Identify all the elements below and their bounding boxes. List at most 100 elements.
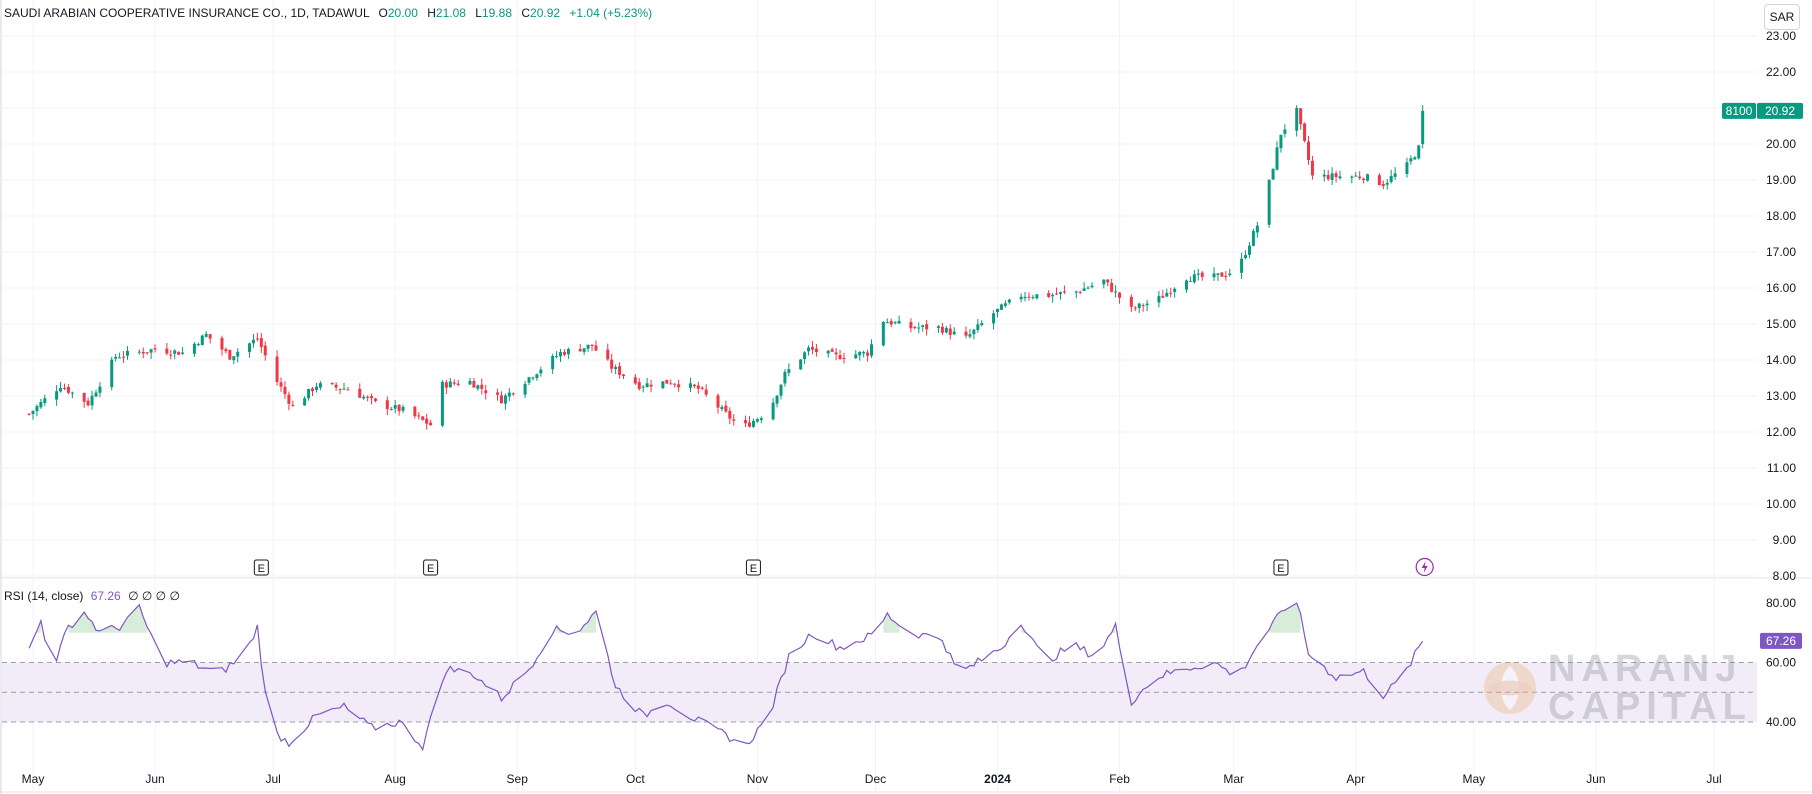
candle-body[interactable] <box>1271 168 1275 180</box>
candle-body[interactable] <box>1200 272 1204 277</box>
candle-body[interactable] <box>968 334 972 337</box>
candle-body[interactable] <box>251 339 255 344</box>
candle-body[interactable] <box>263 345 267 356</box>
candle-body[interactable] <box>1228 273 1232 275</box>
candle-body[interactable] <box>1303 123 1307 141</box>
candle-body[interactable] <box>279 382 283 387</box>
candle-body[interactable] <box>936 326 940 329</box>
candle-body[interactable] <box>992 313 996 324</box>
candle-body[interactable] <box>972 329 976 335</box>
candle-body[interactable] <box>1358 176 1362 179</box>
candle-body[interactable] <box>700 387 704 389</box>
candle-body[interactable] <box>145 352 149 354</box>
candle-body[interactable] <box>1244 255 1248 258</box>
candle-body[interactable] <box>787 369 791 373</box>
candle-body[interactable] <box>1330 173 1334 181</box>
candle-body[interactable] <box>582 348 586 352</box>
candle-body[interactable] <box>192 343 196 354</box>
candle-body[interactable] <box>1003 303 1007 306</box>
candle-body[interactable] <box>606 349 610 360</box>
candle-body[interactable] <box>1322 174 1326 177</box>
candle-body[interactable] <box>177 351 181 355</box>
candle-body[interactable] <box>803 352 807 360</box>
candle-body[interactable] <box>779 384 783 396</box>
candle-body[interactable] <box>669 383 673 385</box>
candle-body[interactable] <box>724 405 728 412</box>
candle-body[interactable] <box>999 304 1003 310</box>
candle-body[interactable] <box>976 324 980 330</box>
candle-body[interactable] <box>893 322 897 324</box>
candle-body[interactable] <box>728 410 732 419</box>
candle-body[interactable] <box>578 349 582 352</box>
candle-body[interactable] <box>566 348 570 355</box>
candle-body[interactable] <box>507 392 511 397</box>
candle-body[interactable] <box>1047 292 1051 297</box>
candle-body[interactable] <box>688 383 692 388</box>
candle-body[interactable] <box>358 388 362 398</box>
candle-body[interactable] <box>1247 245 1251 255</box>
candle-body[interactable] <box>373 398 377 401</box>
candle-body[interactable] <box>944 327 948 333</box>
candle-body[interactable] <box>287 394 291 404</box>
candle-body[interactable] <box>181 352 185 354</box>
candle-body[interactable] <box>610 359 614 369</box>
candle-body[interactable] <box>1062 291 1066 293</box>
candle-body[interactable] <box>110 359 114 388</box>
candle-body[interactable] <box>925 324 929 330</box>
candle-body[interactable] <box>1279 134 1283 149</box>
candle-body[interactable] <box>799 359 803 370</box>
candle-body[interactable] <box>1055 293 1059 295</box>
candle-body[interactable] <box>393 405 397 409</box>
candle-body[interactable] <box>448 381 452 388</box>
candle-body[interactable] <box>940 326 944 333</box>
candle-body[interactable] <box>716 395 720 408</box>
candle-body[interactable] <box>1299 108 1303 125</box>
candle-body[interactable] <box>1173 288 1177 292</box>
candle-body[interactable] <box>1220 272 1224 277</box>
candle-body[interactable] <box>1385 182 1389 185</box>
candle-body[interactable] <box>456 383 460 385</box>
candle-body[interactable] <box>862 351 866 354</box>
candle-body[interactable] <box>232 356 236 361</box>
candle-body[interactable] <box>1102 279 1106 285</box>
candle-body[interactable] <box>1421 110 1425 144</box>
candle-body[interactable] <box>1393 173 1397 177</box>
candle-body[interactable] <box>535 374 539 379</box>
lightning-event-icon[interactable] <box>1415 557 1434 577</box>
candle-body[interactable] <box>366 396 370 398</box>
candle-body[interactable] <box>59 388 63 392</box>
candle-body[interactable] <box>527 377 531 383</box>
candle-body[interactable] <box>468 380 472 385</box>
candle-body[interactable] <box>834 352 838 355</box>
candle-body[interactable] <box>1165 292 1169 297</box>
candle-body[interactable] <box>275 356 279 383</box>
candle-body[interactable] <box>98 386 102 393</box>
candle-body[interactable] <box>35 406 39 412</box>
candle-body[interactable] <box>1110 283 1114 292</box>
candle-body[interactable] <box>1196 273 1200 275</box>
candle-body[interactable] <box>496 392 500 395</box>
candle-body[interactable] <box>503 395 507 404</box>
candle-body[interactable] <box>964 331 968 336</box>
candle-body[interactable] <box>1240 258 1244 273</box>
candle-body[interactable] <box>1031 297 1035 299</box>
candle-body[interactable] <box>1417 145 1421 159</box>
candle-body[interactable] <box>744 420 748 424</box>
candle-body[interactable] <box>1216 273 1220 275</box>
candle-body[interactable] <box>1212 273 1216 278</box>
candle-body[interactable] <box>1118 292 1122 298</box>
candle-body[interactable] <box>807 347 811 352</box>
candle-body[interactable] <box>1027 296 1031 298</box>
candle-body[interactable] <box>342 388 346 390</box>
candle-body[interactable] <box>633 377 637 384</box>
candle-body[interactable] <box>248 343 252 352</box>
time-axis[interactable]: May Jun Jul Aug Sep Oct Nov Dec 2024 Feb Mar Apr May… <box>22 772 1722 786</box>
candle-body[interactable] <box>27 413 31 415</box>
candle-body[interactable] <box>551 356 555 370</box>
candle-body[interactable] <box>401 406 405 411</box>
candle-body[interactable] <box>370 396 374 399</box>
candle-body[interactable] <box>1141 305 1145 307</box>
candle-body[interactable] <box>421 416 425 420</box>
candle-body[interactable] <box>1082 288 1086 291</box>
candle-body[interactable] <box>562 351 566 355</box>
